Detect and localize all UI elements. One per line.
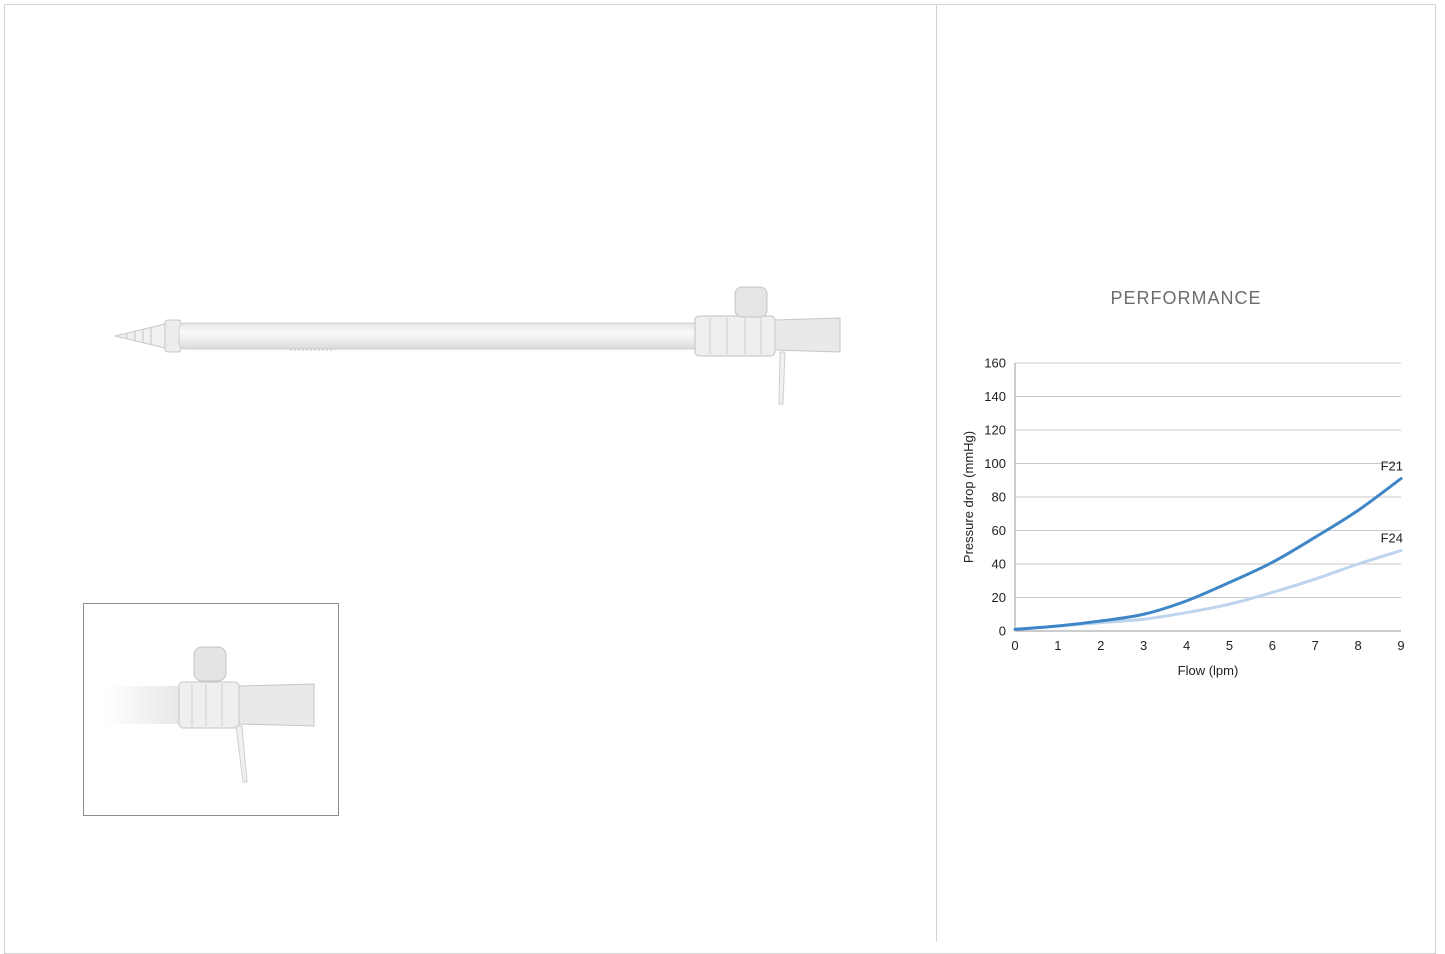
y-tick-label: 80 bbox=[992, 490, 1006, 505]
x-tick-label: 2 bbox=[1097, 638, 1104, 653]
chart-title: PERFORMANCE bbox=[1110, 288, 1262, 308]
series-label-f24: F24 bbox=[1381, 531, 1403, 546]
y-tick-label: 140 bbox=[984, 389, 1006, 404]
series-line-f21 bbox=[1013, 477, 1403, 631]
series-labels: F24 F21 bbox=[1381, 459, 1403, 546]
x-tick-label: 6 bbox=[1269, 638, 1276, 653]
x-tick-label: 4 bbox=[1183, 638, 1190, 653]
series-lines bbox=[1013, 477, 1403, 631]
y-tick-label: 100 bbox=[984, 456, 1006, 471]
x-tick-labels: 0 1 2 3 4 5 6 7 8 9 bbox=[1011, 638, 1404, 653]
x-tick-label: 3 bbox=[1140, 638, 1147, 653]
y-tick-label: 0 bbox=[999, 624, 1006, 639]
y-tick-label: 60 bbox=[992, 523, 1006, 538]
series-label-f21: F21 bbox=[1381, 459, 1403, 474]
y-tick-labels: 0 20 40 60 80 100 120 140 160 bbox=[984, 356, 1006, 639]
panel-divider bbox=[936, 5, 937, 942]
y-axis-title: Pressure drop (mmHg) bbox=[961, 431, 976, 563]
x-axis-title: Flow (lpm) bbox=[1178, 663, 1239, 678]
cannula-product-image bbox=[114, 286, 841, 405]
connector-detail-inset bbox=[83, 603, 339, 816]
x-tick-label: 8 bbox=[1354, 638, 1361, 653]
y-tick-label: 120 bbox=[984, 423, 1006, 438]
x-tick-label: 0 bbox=[1011, 638, 1018, 653]
y-tick-label: 40 bbox=[992, 557, 1006, 572]
connector-detail-image bbox=[104, 646, 315, 783]
series-line-f24 bbox=[1013, 549, 1403, 631]
y-tick-label: 160 bbox=[984, 356, 1006, 371]
x-tick-label: 1 bbox=[1054, 638, 1061, 653]
x-tick-label: 7 bbox=[1312, 638, 1319, 653]
x-tick-label: 5 bbox=[1226, 638, 1233, 653]
grid-lines bbox=[1014, 362, 1401, 632]
x-tick-label: 9 bbox=[1397, 638, 1404, 653]
y-tick-label: 20 bbox=[992, 590, 1006, 605]
